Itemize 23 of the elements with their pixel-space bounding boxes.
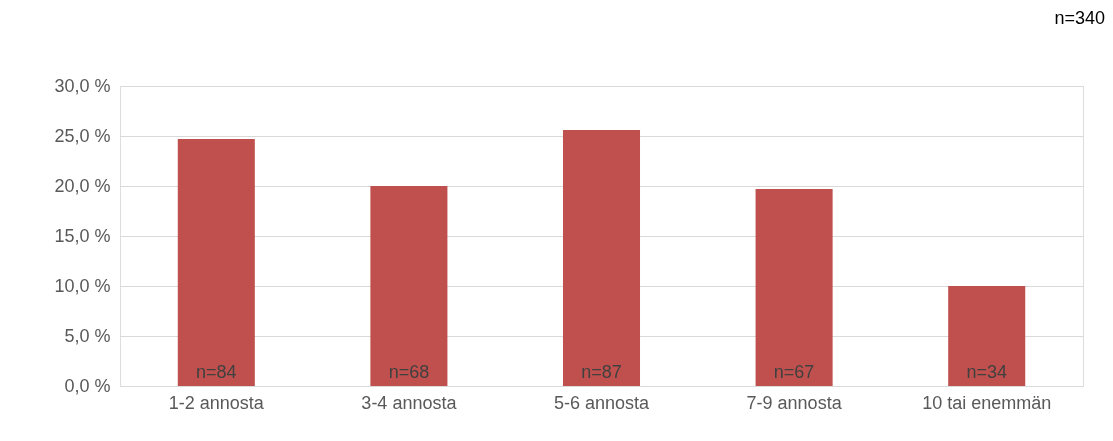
y-tick-label: 5,0 %	[64, 325, 111, 346]
annotation: n=87	[581, 362, 622, 382]
x-tick-label: 1-2 annosta	[168, 392, 265, 413]
bar	[177, 139, 255, 386]
y-tick-label: 15,0 %	[54, 225, 111, 246]
bar	[948, 286, 1026, 386]
annotation: n=34	[966, 362, 1007, 382]
x-tick-label: 5-6 annosta	[553, 392, 651, 413]
y-tick-label: 10,0 %	[54, 275, 111, 296]
bar	[370, 186, 448, 386]
annotation: n=67	[773, 362, 815, 382]
y-tick-label: 30,0 %	[54, 75, 111, 96]
text: n=340	[1054, 8, 1105, 28]
bar	[562, 130, 641, 386]
annotation: n=84	[196, 362, 237, 382]
y-tick-label: 0,0 %	[64, 375, 111, 396]
bar	[755, 189, 833, 386]
x-tick-label: 3-4 annosta	[361, 392, 458, 413]
x-tick-label: 7-9 annosta	[746, 392, 843, 413]
x-tick-label: 10 tai enemmän	[922, 392, 1052, 413]
annotation: n=68	[388, 362, 430, 382]
y-tick-label: 20,0 %	[54, 175, 111, 196]
y-tick-label: 25,0 %	[54, 125, 111, 146]
